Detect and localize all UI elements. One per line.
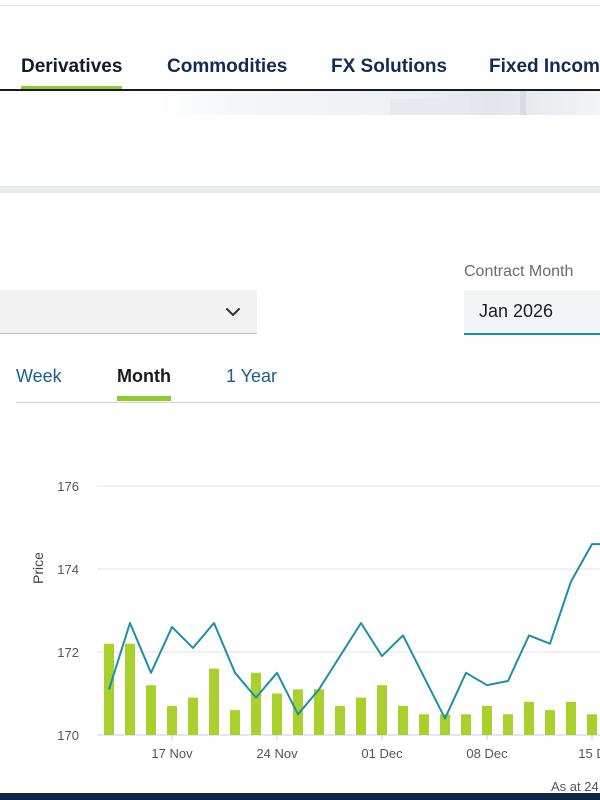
volume-bar — [335, 705, 345, 735]
volume-bar — [524, 701, 534, 735]
nav-tab-derivatives[interactable]: Derivatives — [21, 56, 123, 91]
y-axis-label: Price — [30, 552, 46, 584]
period-tabs: Week Month 1 Year — [16, 360, 600, 404]
volume-bar — [188, 697, 198, 735]
y-tick-label: 174 — [57, 562, 79, 577]
volume-bar — [314, 689, 324, 735]
y-tick-label: 172 — [57, 645, 79, 660]
volume-bar — [230, 710, 240, 735]
volume-bar — [146, 685, 156, 735]
volume-bar — [566, 701, 576, 735]
volume-bar — [419, 714, 429, 735]
volume-bar — [461, 714, 471, 735]
nav-tab-fx-solutions[interactable]: FX Solutions — [331, 56, 447, 78]
nav-tab-label: FX Solutions — [331, 56, 448, 77]
x-tick-label: 15 D — [578, 746, 600, 761]
volume-bar — [398, 705, 408, 735]
period-tab-1-year[interactable]: 1 Year — [226, 366, 277, 387]
volume-bar — [503, 714, 513, 735]
volume-bar — [377, 685, 387, 735]
nav-tab-commodities[interactable]: Commodities — [167, 56, 287, 78]
contract-month-label: Contract Month — [464, 263, 574, 280]
as-at-note: As at 24 — [551, 779, 599, 794]
volume-bar — [482, 705, 492, 735]
nav-tab-label: Commodities — [167, 56, 288, 77]
volume-bar — [356, 697, 366, 735]
price-chart: 170 172 174 176 Price 17 Nov 24 Nov 01 Dec 08 De… — [30, 479, 600, 794]
volume-bar — [167, 705, 177, 735]
volume-bar — [440, 714, 450, 735]
hero-image — [160, 91, 600, 115]
footer-bar — [0, 793, 600, 800]
y-tick-label: 176 — [57, 479, 79, 494]
nav-tab-label: Fixed Incom — [489, 56, 600, 77]
nav-divider — [0, 89, 600, 91]
period-tab-label: 1 Year — [226, 366, 278, 386]
y-tick-label: 170 — [57, 728, 79, 743]
x-tick-label: 01 Dec — [361, 746, 403, 761]
nav-tab-fixed-income[interactable]: Fixed Incom — [489, 56, 600, 78]
contract-month-select[interactable]: Jan 2026 — [464, 290, 600, 335]
volume-bar — [251, 672, 261, 735]
chevron-down-icon — [226, 308, 240, 316]
volume-bar — [545, 710, 555, 735]
period-tab-month[interactable]: Month — [117, 366, 171, 401]
nav-tab-label: Derivatives — [21, 56, 123, 77]
period-tab-week[interactable]: Week — [16, 366, 62, 387]
price-line — [108, 543, 600, 720]
volume-bar — [272, 693, 282, 735]
volume-bar — [125, 643, 135, 735]
top-divider — [0, 5, 600, 6]
contract-month-value: Jan 2026 — [479, 301, 554, 321]
x-tick-label: 24 Nov — [256, 746, 298, 761]
section-divider — [0, 186, 600, 193]
period-tab-label: Week — [16, 366, 62, 386]
volume-bar — [587, 714, 597, 735]
x-tick-label: 08 Dec — [466, 746, 508, 761]
volume-bar — [209, 668, 219, 735]
x-tick-label: 17 Nov — [151, 746, 193, 761]
active-period-underline — [117, 396, 171, 401]
active-tab-underline — [21, 86, 123, 91]
period-tab-label: Month — [117, 366, 171, 386]
product-select[interactable] — [0, 290, 257, 334]
main-nav: Derivatives Commodities FX Solutions Fix… — [0, 40, 600, 91]
period-tabs-divider — [16, 402, 600, 403]
